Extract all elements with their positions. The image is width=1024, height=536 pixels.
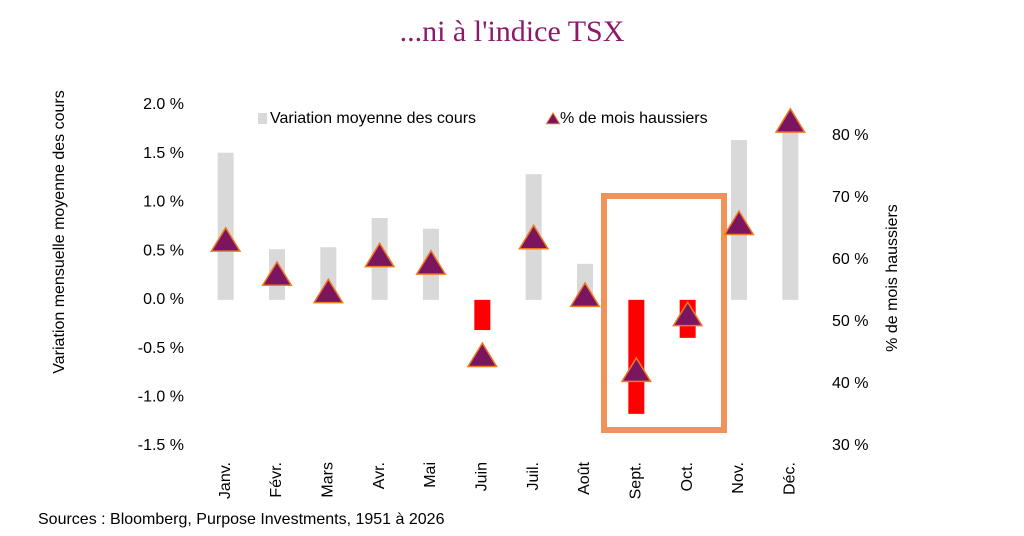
y2-tick-label: 30 %	[832, 437, 868, 454]
x-tick-label: Sept.	[628, 462, 645, 499]
y-tick-label: 0.5 %	[143, 242, 184, 259]
y-tick-label: -1.5 %	[138, 437, 184, 454]
marker	[210, 226, 242, 252]
y2-tick-label: 70 %	[832, 189, 868, 206]
marker	[774, 107, 806, 133]
chart-title: ...ni à l'indice TSX	[400, 15, 625, 48]
y-axis-title: Variation mensuelle moyenne des cours	[51, 90, 68, 373]
y2-tick-label: 50 %	[832, 313, 868, 330]
x-tick-label: Déc.	[782, 462, 799, 495]
marker	[466, 341, 498, 368]
x-tick-label: Nov.	[730, 462, 747, 494]
x-tick-label: Mars	[320, 462, 337, 498]
marker	[415, 249, 447, 275]
y2-tick-label: 60 %	[832, 251, 868, 268]
source: Sources : Bloomberg, Purpose Investments…	[38, 511, 445, 528]
y-tick-label: -1.0 %	[138, 389, 184, 406]
x-tick-label: Avr.	[371, 462, 388, 489]
y2-tick-label: 80 %	[832, 127, 868, 144]
x-tick-label: Juin	[474, 462, 491, 491]
marker	[312, 277, 344, 304]
marker	[569, 281, 601, 308]
x-tick-label: Oct.	[679, 462, 696, 491]
legend-swatch	[545, 112, 561, 125]
x-tick-label: Août	[576, 461, 593, 494]
legend-label: % de mois haussiers	[560, 110, 708, 127]
marker	[364, 241, 396, 268]
marker	[261, 260, 293, 287]
y-tick-label: 0.0 %	[143, 291, 184, 308]
bar	[782, 129, 799, 300]
y-tick-label: -0.5 %	[138, 340, 184, 357]
x-tick-label: Mai	[422, 462, 439, 488]
marker	[723, 209, 755, 236]
y-tick-label: 2.0 %	[143, 96, 184, 113]
marker	[672, 300, 704, 327]
x-tick-label: Juil.	[525, 462, 542, 490]
highlight-box	[601, 193, 727, 433]
x-tick-label: Janv.	[217, 462, 234, 499]
marker	[518, 223, 550, 250]
marker	[620, 356, 652, 383]
y2-axis-title: % de mois haussiers	[884, 204, 901, 352]
bar	[474, 299, 491, 331]
legend-label: Variation moyenne des cours	[270, 110, 476, 127]
legend-swatch	[258, 113, 267, 124]
bar	[217, 152, 234, 300]
x-tick-label: Févr.	[268, 462, 285, 498]
y-tick-label: 1.0 %	[143, 194, 184, 211]
y2-tick-label: 40 %	[832, 375, 868, 392]
y-tick-label: 1.5 %	[143, 145, 184, 162]
